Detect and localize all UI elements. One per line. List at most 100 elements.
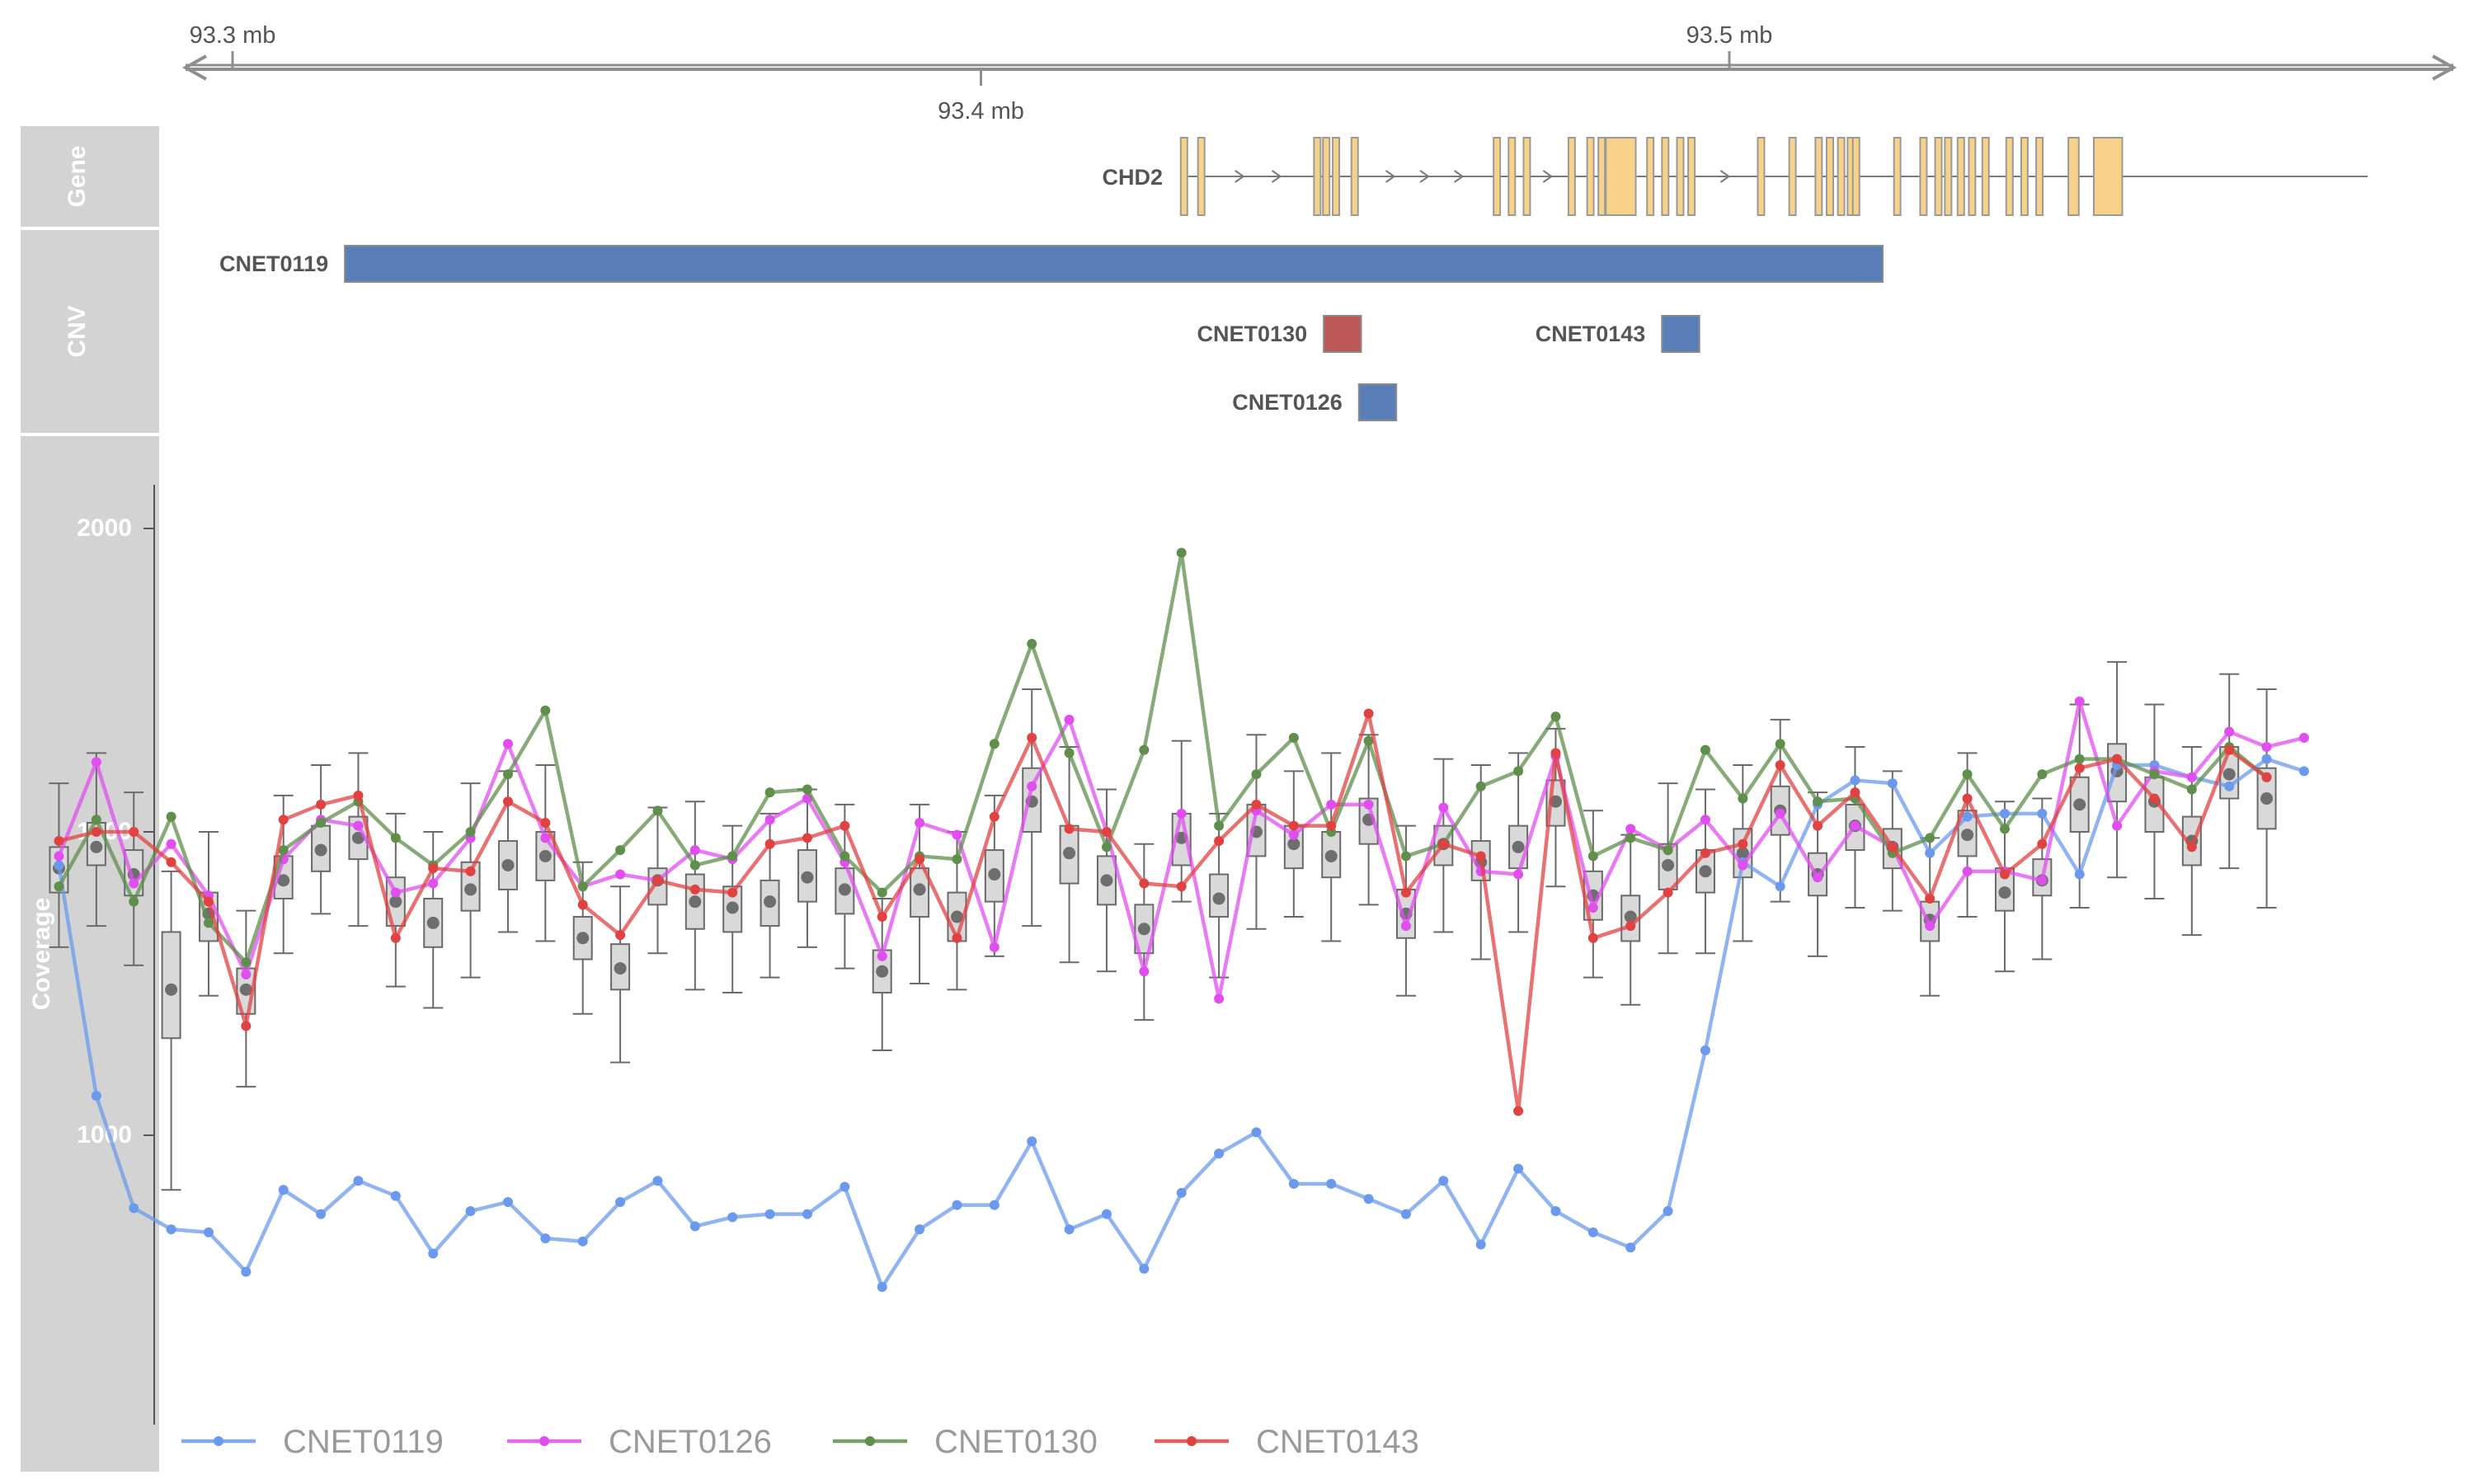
series-point [1738, 838, 1748, 849]
gene-exon [1586, 137, 1595, 216]
series-point [1326, 1178, 1337, 1189]
series-point [1962, 811, 1973, 822]
boxplot [1321, 752, 1342, 942]
series-point [764, 787, 775, 798]
series-point [915, 854, 925, 865]
series-point [1775, 881, 1785, 892]
series-point [1214, 1148, 1225, 1159]
boxplot [684, 801, 705, 991]
series-point [1214, 820, 1225, 831]
legend-label: CNET0130 [934, 1424, 1098, 1460]
boxplot [1096, 788, 1117, 973]
series-point [316, 817, 327, 828]
series-point [689, 860, 700, 871]
series-point [1999, 869, 2010, 880]
genome-axis-left-arrow-icon [181, 54, 207, 81]
series-point [91, 815, 101, 825]
series-point [2224, 726, 2235, 737]
gene-exon [2067, 137, 2080, 216]
series-point [1288, 732, 1299, 743]
series-point [1962, 769, 1973, 780]
series-point [2037, 769, 2048, 780]
legend-label: CNET0143 [1256, 1424, 1419, 1460]
series-point [689, 1221, 700, 1232]
gene-exon [1676, 137, 1685, 216]
series-point [2112, 754, 2123, 764]
series-point [1475, 781, 1486, 791]
series-point [1101, 1209, 1112, 1219]
gene-exon [1197, 137, 1206, 216]
series-point [1550, 1206, 1561, 1216]
series-point [1139, 1263, 1150, 1274]
series-point [1475, 851, 1486, 862]
series-point [465, 866, 476, 876]
series-CNET0143 [54, 708, 2272, 1116]
series-point [390, 887, 401, 898]
series-point [1363, 735, 1374, 746]
series-point [1400, 1209, 1411, 1219]
series-point [2037, 838, 2048, 849]
gene-exon [1332, 137, 1341, 216]
series-point [1700, 1045, 1710, 1055]
series-point [1288, 1178, 1299, 1189]
gene-track-label: Gene [63, 145, 91, 207]
series-point [1850, 775, 1860, 786]
gene-exon [1837, 137, 1846, 216]
gene-exon [1567, 137, 1576, 216]
series-point [2074, 869, 2085, 880]
boxplot [1022, 688, 1042, 928]
series-point [952, 854, 962, 865]
boxplot [797, 788, 817, 948]
series-point [129, 827, 139, 837]
series-point [1176, 808, 1187, 819]
series-point [1625, 1242, 1636, 1253]
series-point [1027, 638, 1037, 649]
series-point [1925, 833, 1935, 843]
series-point [1027, 1136, 1037, 1147]
series-point [1288, 829, 1299, 840]
cnv-segment [1661, 315, 1700, 353]
series-point [1887, 778, 1898, 789]
series-point [278, 1185, 289, 1195]
series-point [2149, 793, 2160, 804]
series-point [689, 845, 700, 856]
boxplot [161, 870, 181, 1191]
boxplot [1059, 745, 1079, 964]
series-point [1925, 921, 1935, 932]
series-point [840, 851, 850, 862]
legend-swatch-point [865, 1436, 875, 1446]
series-point [129, 878, 139, 889]
series-point [502, 796, 513, 807]
strand-arrow-icon [1542, 170, 1554, 183]
gene-exon [1757, 137, 1766, 216]
gene-exon [1981, 137, 1990, 216]
series-point [2037, 875, 2048, 885]
series-point [1214, 836, 1225, 847]
series-point [1326, 799, 1337, 810]
series-point [166, 857, 176, 867]
gene-exon [1322, 137, 1331, 216]
series-point [727, 851, 738, 862]
series-point [54, 860, 64, 871]
series-point [1925, 848, 1935, 858]
series-point [540, 833, 551, 843]
boxplot [1620, 834, 1641, 1006]
series-point [1962, 866, 1973, 876]
coverage-tick-label: 2000 [77, 514, 132, 542]
series-point [1400, 921, 1411, 932]
series-point [390, 932, 401, 943]
legend-item: CNET0143 [1155, 1424, 1419, 1460]
legend: CNET0119 CNET0126 CNET0130 CNET0143 [181, 1424, 1419, 1460]
cnv-segment [1323, 315, 1362, 353]
series-point [353, 820, 364, 831]
series-point [1251, 1127, 1262, 1138]
gene-exon [2020, 137, 2029, 216]
cnv-sample-label: CNET0119 [219, 251, 328, 276]
cnv-track-panel [21, 230, 159, 433]
series-point [1251, 769, 1262, 780]
legend-item: CNET0119 [181, 1424, 444, 1460]
series-point [428, 1248, 439, 1259]
series-point [1251, 799, 1262, 810]
series-point [278, 815, 289, 825]
gene-exon [1851, 137, 1860, 216]
